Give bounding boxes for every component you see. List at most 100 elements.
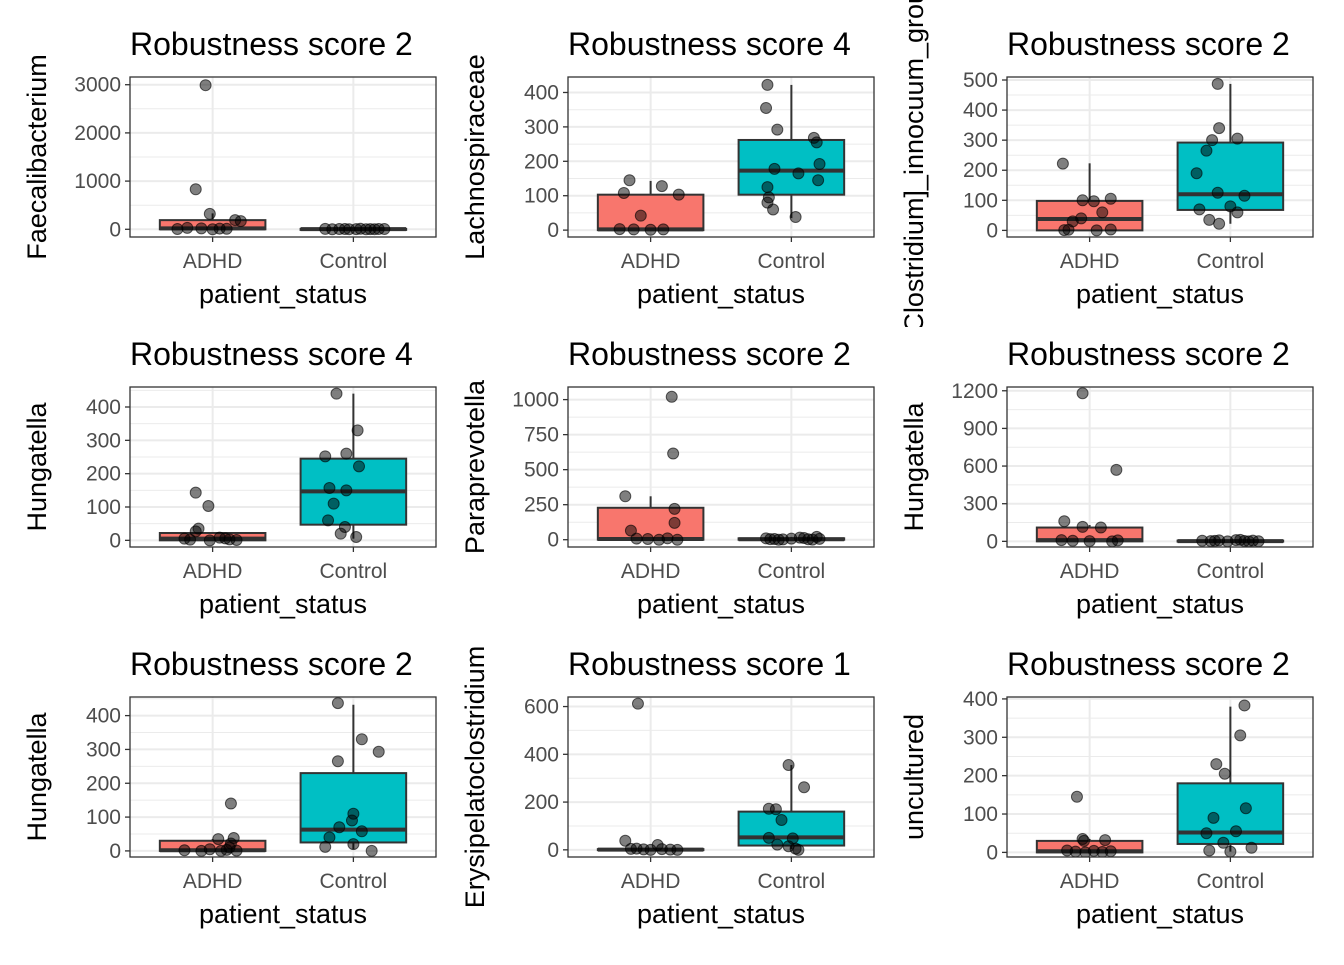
- y-tick-label: 0: [109, 840, 121, 863]
- data-point: [323, 482, 336, 494]
- data-point: [184, 533, 197, 546]
- y-tick-label: 400: [86, 396, 121, 419]
- data-point: [1200, 827, 1213, 840]
- data-point: [1252, 535, 1265, 547]
- data-point: [1099, 834, 1112, 847]
- data-point: [775, 813, 788, 826]
- data-point: [1234, 729, 1247, 742]
- data-point: [1231, 206, 1244, 219]
- panel-content: [158, 79, 408, 236]
- y-tick-label: 0: [109, 529, 121, 552]
- x-tick-label: ADHD: [1060, 250, 1120, 273]
- data-point: [203, 534, 216, 547]
- y-tick-label: 250: [524, 494, 559, 517]
- data-point: [331, 755, 344, 768]
- panel-title: Robustness score 2: [130, 646, 413, 682]
- data-point: [761, 78, 774, 91]
- y-tick-label: 400: [524, 81, 559, 104]
- y-tick-label: 500: [524, 459, 559, 482]
- data-point: [627, 223, 640, 236]
- data-point: [351, 424, 364, 437]
- data-point: [1207, 811, 1220, 824]
- y-tick-label: 300: [524, 116, 559, 139]
- x-tick-label: ADHD: [621, 870, 681, 893]
- data-point: [333, 821, 346, 834]
- panel-6: 0 300 600 900 1200 ADHD Control Robustness scor…: [899, 336, 1314, 619]
- x-tick-label: Control: [1197, 250, 1265, 273]
- x-axis-title: patient_status: [1076, 589, 1244, 619]
- x-tick-label: Control: [320, 250, 388, 273]
- y-axis-title-group: Hungatella: [22, 401, 52, 531]
- data-point: [667, 447, 680, 460]
- y-tick-label: 500: [963, 69, 998, 92]
- x-tick-label: Control: [758, 870, 826, 893]
- data-point: [1239, 802, 1252, 815]
- data-point: [1069, 845, 1082, 857]
- data-point: [623, 174, 636, 187]
- y-tick-label: 0: [986, 219, 998, 242]
- y-tick-label: 200: [86, 463, 121, 486]
- y-axis-title: Paraprevotella: [460, 379, 490, 554]
- data-point: [760, 101, 773, 114]
- x-tick-label: ADHD: [1060, 870, 1120, 893]
- data-point: [319, 450, 332, 463]
- data-point: [178, 844, 191, 857]
- data-point: [1238, 699, 1251, 712]
- data-point: [1087, 195, 1100, 208]
- data-point: [338, 222, 351, 235]
- data-point: [378, 223, 391, 236]
- data-point: [792, 843, 805, 856]
- panel-title: Robustness score 2: [1007, 336, 1290, 372]
- y-axis-title: Hungatella: [899, 401, 929, 531]
- data-point: [1190, 167, 1203, 180]
- y-tick-label: 600: [963, 455, 998, 478]
- y-axis-title: Erysipelatoclostridium: [460, 646, 490, 909]
- panel-content: [1035, 387, 1285, 547]
- data-point: [326, 223, 339, 236]
- y-tick-label: 900: [963, 417, 998, 440]
- box-adhd: [1035, 199, 1144, 232]
- panel-content: [158, 697, 408, 857]
- data-point: [350, 531, 363, 543]
- data-point: [181, 221, 194, 234]
- data-point: [1058, 515, 1071, 528]
- y-tick-label: 200: [963, 159, 998, 182]
- panel-title: Robustness score 4: [130, 336, 413, 372]
- data-point: [761, 181, 774, 194]
- data-point: [219, 532, 232, 545]
- y-tick-label: 3000: [74, 74, 121, 97]
- data-point: [619, 490, 632, 503]
- data-point: [668, 502, 681, 515]
- y-axis-title-group: Hungatella: [899, 401, 929, 531]
- data-point: [212, 833, 225, 846]
- panel-border: [1006, 696, 1314, 858]
- data-point: [624, 842, 637, 855]
- y-tick-label: 400: [963, 688, 998, 711]
- box-control: [1176, 782, 1285, 845]
- data-point: [1104, 223, 1117, 236]
- y-tick-label: 100: [86, 496, 121, 519]
- data-point: [331, 697, 344, 710]
- x-axis-title: patient_status: [199, 899, 367, 929]
- panel-4: 0 100 200 300 400 ADHD Control Robustness score…: [22, 336, 437, 619]
- y-axis-title: Faecalibacterium: [22, 54, 52, 260]
- data-point: [631, 697, 644, 710]
- data-point: [813, 158, 826, 171]
- data-point: [806, 533, 819, 546]
- y-tick-label: 400: [963, 99, 998, 122]
- panel-2: 0 100 200 300 400 ADHD Control Robustness score…: [460, 26, 875, 309]
- data-point: [1076, 194, 1089, 207]
- data-point: [657, 223, 670, 236]
- y-tick-label: 200: [524, 150, 559, 173]
- panel-border: [129, 696, 437, 858]
- data-point: [195, 844, 208, 857]
- data-point: [671, 843, 684, 856]
- data-point: [1066, 534, 1079, 547]
- panel-border: [1006, 76, 1314, 238]
- x-tick-label: Control: [1197, 870, 1265, 893]
- data-point: [1083, 535, 1096, 547]
- panel-title: Robustness score 2: [568, 336, 851, 372]
- panel-title: Robustness score 2: [1007, 26, 1290, 62]
- y-tick-label: 750: [524, 424, 559, 447]
